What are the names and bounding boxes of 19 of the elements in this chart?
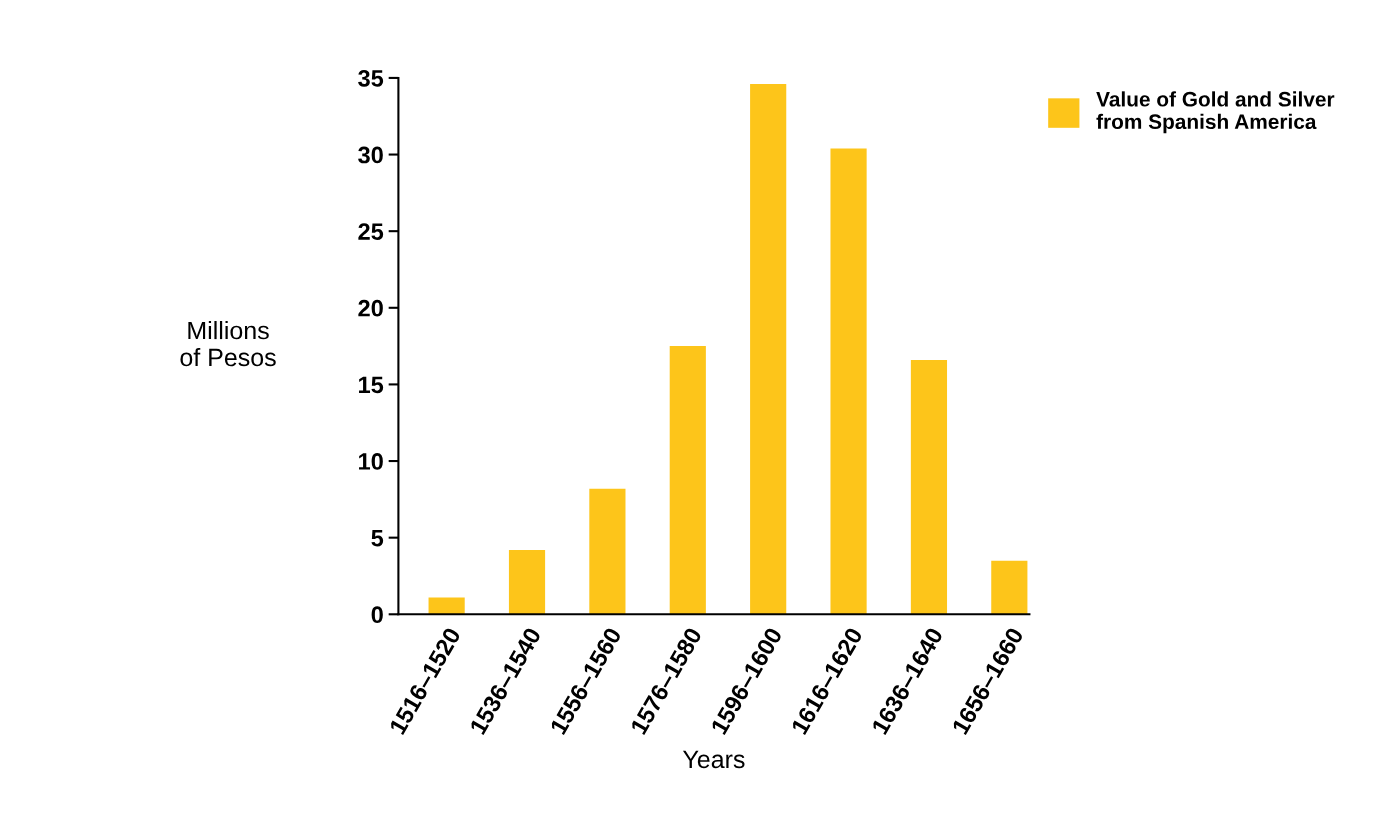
y-tick-label: 10 [359,453,383,470]
x-axis-title: Years [682,750,745,769]
bar [991,560,1028,615]
y-tick-label: 30 [358,146,383,164]
y-tick-label: 0 [371,606,383,624]
y-tick-label: 25 [358,223,384,240]
y-tick-label: 5 [371,529,384,547]
y-tick-label: 20 [358,299,383,317]
bar [750,84,787,615]
y-tick-label: 35 [358,69,384,87]
bar [589,488,626,615]
bar [669,346,706,615]
bar [830,148,867,615]
y-tick-label: 15 [359,376,384,394]
y-axis-title: Millions of Pesos [180,320,276,367]
bar [428,597,465,615]
bar [910,359,948,615]
bar [508,549,546,615]
legend-label: Value of Gold and Silver from Spanish America [1096,91,1335,134]
